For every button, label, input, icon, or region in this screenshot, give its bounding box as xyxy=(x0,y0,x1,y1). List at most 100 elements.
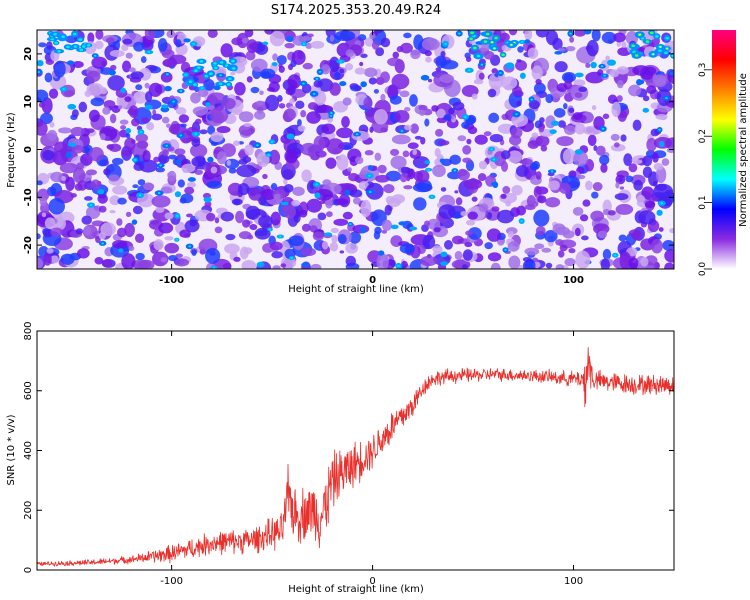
heatmap-cell xyxy=(457,32,461,35)
heatmap-cell xyxy=(210,131,224,143)
heatmap-cell xyxy=(116,227,127,238)
heatmap-cell xyxy=(467,69,471,72)
heatmap-cell xyxy=(345,242,359,254)
heatmap-cell xyxy=(529,162,539,171)
heatmap-cell xyxy=(164,212,174,220)
heatmap-cell xyxy=(404,107,411,112)
heatmap-cell xyxy=(376,253,389,269)
heatmap-cell xyxy=(485,32,490,36)
heatmap-cell xyxy=(145,91,153,102)
heatmap-cell xyxy=(325,157,337,169)
heatmap-y-label: Frequency (Hz) xyxy=(6,112,17,188)
heatmap-cell xyxy=(285,87,294,95)
heatmap-cell xyxy=(457,168,468,177)
heatmap-cell xyxy=(371,41,380,50)
heatmap-cell xyxy=(601,31,617,44)
heatmap-cell xyxy=(420,255,438,267)
heatmap-cell xyxy=(527,140,539,149)
heatmap-cell xyxy=(330,111,333,114)
heatmap-cell xyxy=(70,193,77,198)
colorbar-tick-label: 0.2 xyxy=(698,129,708,143)
heatmap-cell xyxy=(180,123,187,128)
heatmap-cell xyxy=(664,262,674,269)
heatmap-cell xyxy=(507,241,520,252)
heatmap-cell xyxy=(214,226,223,234)
heatmap-cell xyxy=(399,90,410,98)
heatmap-cell xyxy=(297,125,306,132)
heatmap-cell xyxy=(62,88,65,91)
heatmap-cell xyxy=(625,175,634,183)
heatmap-cell xyxy=(98,231,107,240)
heatmap-cell xyxy=(164,242,180,254)
heatmap-cell xyxy=(595,145,606,156)
heatmap-cell xyxy=(213,85,221,91)
heatmap-cell xyxy=(107,75,125,91)
heatmap-cell xyxy=(166,73,169,76)
heatmap-cell xyxy=(300,142,318,156)
heatmap-cell xyxy=(640,257,649,267)
heatmap-cell xyxy=(157,191,161,194)
heatmap-cell xyxy=(615,182,620,189)
heatmap-cell xyxy=(204,200,212,208)
heatmap-cell xyxy=(421,37,440,51)
heatmap-cell xyxy=(235,210,245,224)
snr-y-label: SNR (10 * v/v) xyxy=(6,414,17,485)
heatmap-cell xyxy=(545,30,559,46)
heatmap-cell xyxy=(569,36,575,43)
heatmap-cell xyxy=(600,163,608,173)
heatmap-cell xyxy=(108,174,120,182)
heatmap-cell xyxy=(384,204,392,216)
heatmap-cell xyxy=(538,126,545,133)
heatmap-cell xyxy=(507,150,523,164)
heatmap-cell xyxy=(642,155,653,167)
heatmap-cell xyxy=(328,56,340,72)
heatmap-cell xyxy=(221,97,236,110)
heatmap-cell xyxy=(391,73,410,90)
heatmap-y-tick-label: 10 xyxy=(23,95,34,109)
heatmap-cell xyxy=(153,239,164,251)
heatmap-cell xyxy=(194,86,200,93)
heatmap-cell xyxy=(339,81,347,87)
heatmap-cell xyxy=(540,145,548,152)
heatmap-cell xyxy=(216,151,227,165)
heatmap-cell xyxy=(231,198,243,206)
heatmap-cell xyxy=(58,127,72,134)
heatmap-cell xyxy=(116,218,123,226)
heatmap-cell xyxy=(89,203,93,206)
heatmap-cell xyxy=(375,174,390,183)
heatmap-cell xyxy=(283,108,296,121)
heatmap-cell xyxy=(548,180,560,191)
heatmap-cell xyxy=(535,135,550,147)
heatmap-cell xyxy=(493,47,496,50)
heatmap-cell xyxy=(599,154,610,166)
heatmap-cell xyxy=(245,50,256,61)
heatmap-cell xyxy=(620,134,627,142)
heatmap-cell xyxy=(508,255,521,269)
heatmap-cell xyxy=(363,67,378,78)
heatmap-cell xyxy=(374,152,382,161)
heatmap-cell xyxy=(184,219,200,233)
heatmap-cell xyxy=(174,148,186,156)
heatmap-cell xyxy=(533,82,546,95)
heatmap-cell xyxy=(357,34,367,41)
heatmap-cell xyxy=(590,61,597,69)
heatmap-cell xyxy=(664,51,668,55)
heatmap-cell xyxy=(534,243,545,250)
heatmap-cell xyxy=(354,67,366,75)
heatmap-cell xyxy=(531,65,543,81)
heatmap-cell xyxy=(433,227,441,233)
heatmap-cell xyxy=(76,162,85,170)
heatmap-cell xyxy=(167,170,177,182)
heatmap-cell xyxy=(189,143,208,158)
heatmap-cell xyxy=(449,154,461,165)
heatmap-cell xyxy=(557,250,565,258)
heatmap-cell xyxy=(289,98,295,105)
heatmap-cell xyxy=(510,44,513,46)
heatmap-cell xyxy=(336,154,349,171)
heatmap-cell xyxy=(573,151,589,167)
heatmap-cell xyxy=(480,63,484,66)
heatmap-cell xyxy=(460,211,468,217)
heatmap-cell xyxy=(465,56,472,62)
heatmap-cell xyxy=(131,219,138,225)
heatmap-cell xyxy=(443,114,452,121)
